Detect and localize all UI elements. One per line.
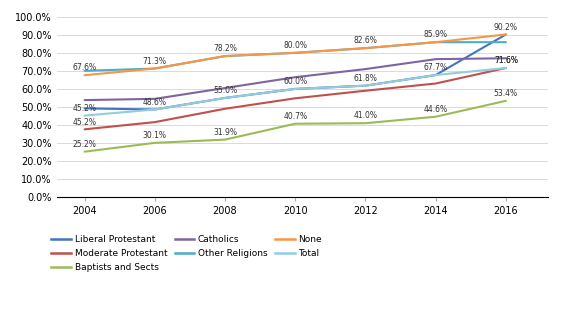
Catholics (362, 67, 369, 71)
Liberal Protestant (221, 96, 228, 100)
Other Religions (221, 54, 228, 58)
Catholics (221, 86, 228, 90)
Text: 40.7%: 40.7% (283, 112, 307, 121)
Text: 82.6%: 82.6% (354, 36, 377, 45)
None (292, 51, 299, 55)
Baptists and Sects (432, 115, 439, 119)
None (362, 46, 369, 50)
Moderate Protestant (502, 66, 509, 70)
Total (432, 73, 439, 77)
Catholics (502, 56, 509, 60)
Other Religions (292, 51, 299, 55)
Text: 44.6%: 44.6% (424, 105, 447, 114)
Baptists and Sects (151, 141, 158, 145)
None (151, 67, 158, 71)
Text: 90.2%: 90.2% (494, 23, 518, 32)
Text: 71.6%: 71.6% (494, 56, 518, 65)
Baptists and Sects (221, 138, 228, 142)
Total (151, 107, 158, 111)
Other Religions (502, 40, 509, 44)
Total (81, 114, 88, 118)
Baptists and Sects (502, 99, 509, 103)
Moderate Protestant (81, 128, 88, 131)
Text: 30.1%: 30.1% (143, 131, 167, 140)
Text: 25.2%: 25.2% (73, 140, 97, 149)
Baptists and Sects (362, 121, 369, 125)
Text: 67.6%: 67.6% (72, 63, 97, 73)
Text: 48.6%: 48.6% (143, 98, 167, 107)
None (221, 54, 228, 58)
Moderate Protestant (362, 89, 369, 93)
Liberal Protestant (502, 32, 509, 36)
Moderate Protestant (151, 120, 158, 124)
Line: Other Religions: Other Religions (85, 42, 506, 71)
Text: 45.2%: 45.2% (72, 118, 97, 127)
Text: 31.9%: 31.9% (213, 128, 237, 137)
Total (502, 66, 509, 70)
Text: 71.6%: 71.6% (494, 56, 518, 65)
Liberal Protestant (432, 73, 439, 77)
Line: Catholics: Catholics (85, 58, 506, 100)
Total (221, 96, 228, 100)
Text: 41.0%: 41.0% (354, 111, 377, 121)
Catholics (292, 75, 299, 79)
Line: None: None (85, 34, 506, 75)
Total (362, 84, 369, 87)
Text: 53.4%: 53.4% (494, 89, 518, 98)
Liberal Protestant (292, 87, 299, 91)
Other Religions (362, 46, 369, 50)
Text: 60.0%: 60.0% (283, 77, 307, 86)
Text: 61.8%: 61.8% (354, 74, 377, 83)
Catholics (151, 97, 158, 101)
Moderate Protestant (292, 96, 299, 100)
Line: Moderate Protestant: Moderate Protestant (85, 68, 506, 129)
Text: 71.3%: 71.3% (143, 57, 167, 66)
None (432, 40, 439, 44)
Moderate Protestant (432, 82, 439, 86)
Liberal Protestant (362, 84, 369, 87)
Other Religions (151, 67, 158, 71)
Baptists and Sects (81, 150, 88, 154)
Text: 80.0%: 80.0% (283, 41, 307, 50)
Line: Baptists and Sects: Baptists and Sects (85, 101, 506, 152)
Catholics (432, 57, 439, 61)
Liberal Protestant (81, 107, 88, 110)
None (502, 32, 509, 36)
Other Religions (81, 69, 88, 73)
Text: 78.2%: 78.2% (213, 44, 237, 53)
Text: 67.7%: 67.7% (424, 63, 447, 72)
None (81, 73, 88, 77)
Legend: Liberal Protestant, Moderate Protestant, Baptists and Sects, Catholics, Other Re: Liberal Protestant, Moderate Protestant,… (51, 235, 322, 273)
Liberal Protestant (151, 107, 158, 111)
Text: 45.2%: 45.2% (72, 104, 97, 113)
Total (292, 87, 299, 91)
Catholics (81, 98, 88, 102)
Text: 55.0%: 55.0% (213, 86, 237, 95)
Text: 85.9%: 85.9% (424, 31, 447, 39)
Other Religions (432, 40, 439, 44)
Line: Liberal Protestant: Liberal Protestant (85, 34, 506, 109)
Baptists and Sects (292, 122, 299, 126)
Moderate Protestant (221, 107, 228, 111)
Line: Total: Total (85, 68, 506, 116)
